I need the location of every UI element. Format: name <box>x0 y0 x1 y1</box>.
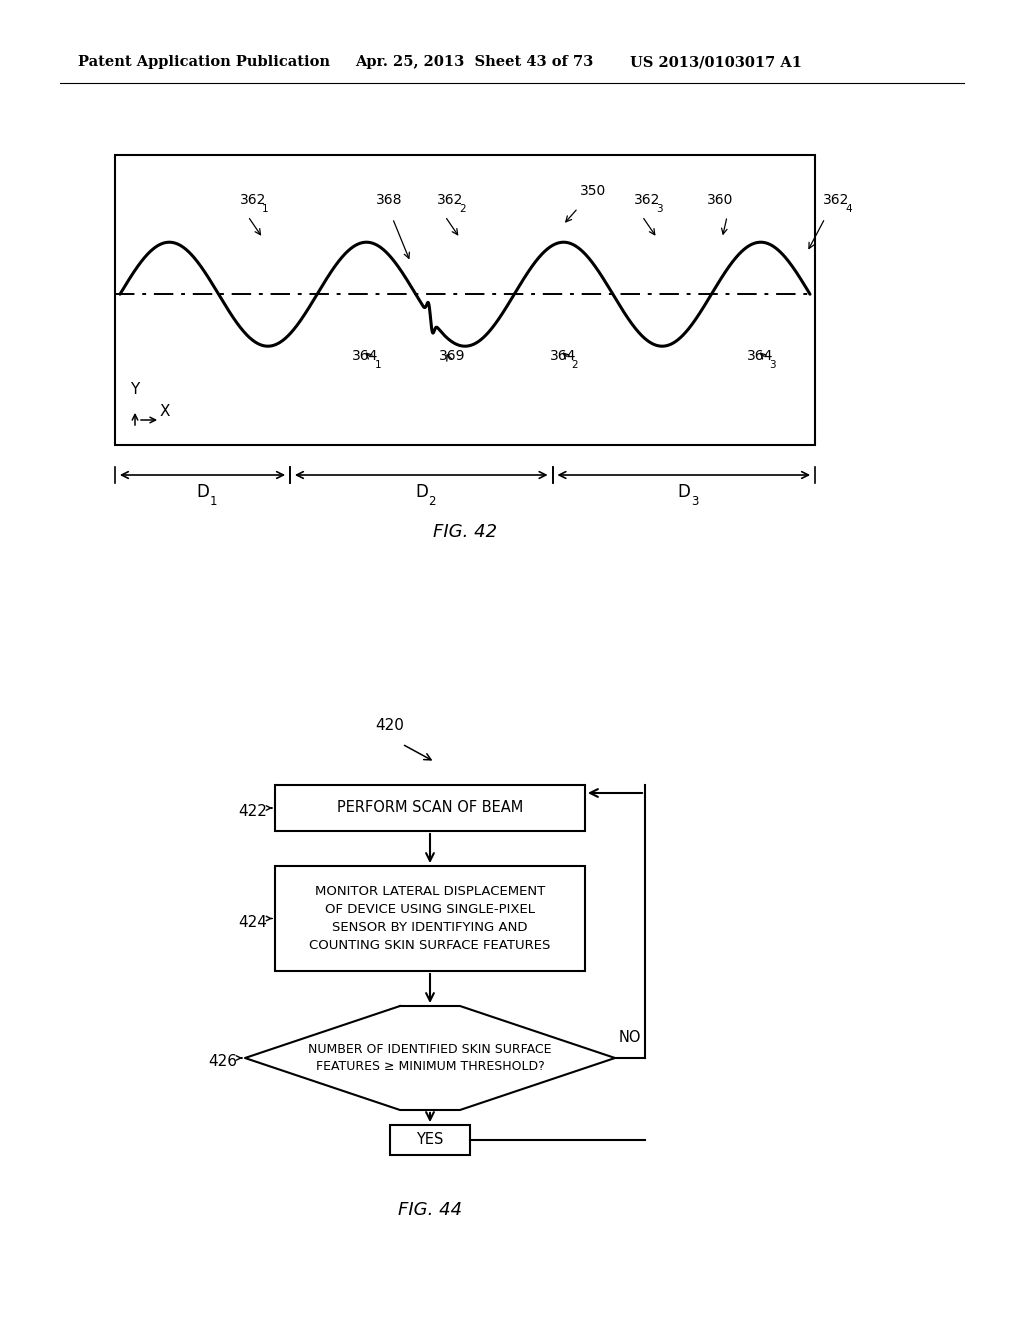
Text: D: D <box>197 483 209 502</box>
Text: 364: 364 <box>550 350 575 363</box>
Text: 364: 364 <box>746 350 773 363</box>
Text: 362: 362 <box>634 193 660 207</box>
Text: 2: 2 <box>571 360 579 370</box>
Text: 362: 362 <box>823 193 849 207</box>
Text: YES: YES <box>417 1133 443 1147</box>
Text: 3: 3 <box>769 360 775 370</box>
Text: 2: 2 <box>428 495 436 508</box>
Text: 4: 4 <box>845 205 852 214</box>
Text: 422: 422 <box>239 804 267 820</box>
Text: D: D <box>678 483 690 502</box>
Text: MONITOR LATERAL DISPLACEMENT
OF DEVICE USING SINGLE-PIXEL
SENSOR BY IDENTIFYING : MONITOR LATERAL DISPLACEMENT OF DEVICE U… <box>309 884 551 952</box>
Text: US 2013/0103017 A1: US 2013/0103017 A1 <box>630 55 802 69</box>
Text: Patent Application Publication: Patent Application Publication <box>78 55 330 69</box>
Polygon shape <box>245 1006 615 1110</box>
Text: X: X <box>160 404 171 420</box>
Text: 350: 350 <box>580 183 606 198</box>
Text: 364: 364 <box>352 350 379 363</box>
Text: FIG. 44: FIG. 44 <box>398 1201 462 1218</box>
Text: 369: 369 <box>438 350 465 363</box>
Text: 362: 362 <box>240 193 266 207</box>
Text: PERFORM SCAN OF BEAM: PERFORM SCAN OF BEAM <box>337 800 523 816</box>
Text: 3: 3 <box>656 205 663 214</box>
Text: 1: 1 <box>262 205 268 214</box>
Text: 2: 2 <box>459 205 466 214</box>
Text: 1: 1 <box>375 360 381 370</box>
Text: FIG. 42: FIG. 42 <box>433 523 497 541</box>
Bar <box>275 785 585 832</box>
Text: 368: 368 <box>376 193 402 207</box>
Text: 420: 420 <box>375 718 403 733</box>
Bar <box>390 1125 470 1155</box>
Text: Apr. 25, 2013  Sheet 43 of 73: Apr. 25, 2013 Sheet 43 of 73 <box>355 55 593 69</box>
Text: D: D <box>416 483 428 502</box>
Text: 3: 3 <box>691 495 698 508</box>
Bar <box>275 866 585 972</box>
Text: 424: 424 <box>239 915 267 931</box>
Text: 360: 360 <box>708 193 733 207</box>
Text: 1: 1 <box>210 495 217 508</box>
Bar <box>115 154 815 445</box>
Text: NO: NO <box>618 1030 641 1045</box>
Text: 362: 362 <box>437 193 464 207</box>
Text: 426: 426 <box>208 1055 237 1069</box>
Text: NUMBER OF IDENTIFIED SKIN SURFACE
FEATURES ≥ MINIMUM THRESHOLD?: NUMBER OF IDENTIFIED SKIN SURFACE FEATUR… <box>308 1043 552 1073</box>
Text: Y: Y <box>130 383 139 397</box>
